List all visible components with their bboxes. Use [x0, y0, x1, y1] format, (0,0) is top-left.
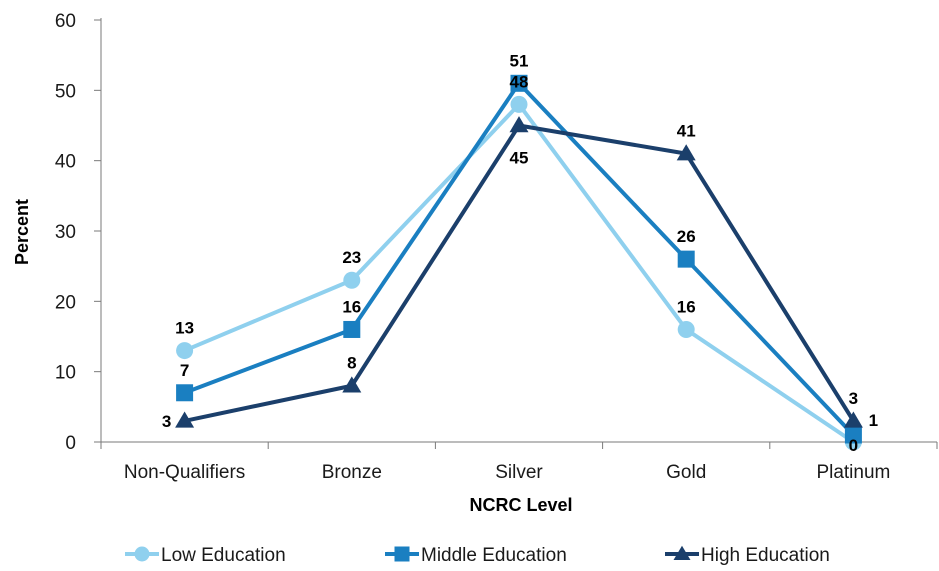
data-point — [343, 271, 361, 289]
data-label: 45 — [510, 149, 529, 168]
data-point — [176, 342, 194, 360]
y-axis-title: Percent — [12, 199, 32, 265]
x-axis: Non-Qualifiers Bronze Silver Gold Platinum — [100, 441, 938, 483]
series-middle-education — [176, 74, 862, 444]
x-tick-label: Silver — [495, 462, 543, 483]
data-label: 13 — [175, 319, 194, 338]
legend-item: High Education — [665, 545, 830, 566]
legend-label: Middle Education — [421, 545, 567, 566]
x-tick-label: Platinum — [816, 462, 890, 483]
legend-marker — [134, 546, 150, 562]
data-label: 26 — [677, 227, 696, 246]
data-label: 3 — [162, 412, 171, 431]
y-axis: 0 10 20 30 40 50 60 — [55, 11, 102, 454]
x-axis-title: NCRC Level — [469, 495, 572, 515]
y-tick-label: 20 — [55, 292, 76, 313]
data-label: 8 — [347, 354, 356, 373]
y-tick-label: 60 — [55, 11, 76, 32]
data-label: 16 — [677, 297, 696, 316]
data-point — [844, 426, 862, 444]
data-label: 1 — [869, 411, 878, 430]
data-point — [509, 116, 529, 133]
legend-marker — [394, 546, 410, 562]
data-point — [843, 411, 863, 428]
data-point — [343, 320, 361, 338]
data-point — [677, 320, 695, 338]
x-tick-label: Bronze — [322, 462, 382, 483]
legend-item: Middle Education — [385, 545, 567, 566]
data-point — [676, 144, 696, 161]
data-point — [510, 95, 528, 113]
data-point — [176, 384, 194, 402]
legend-item: Low Education — [125, 545, 286, 566]
data-label: 3 — [849, 389, 858, 408]
data-label: 23 — [342, 248, 361, 267]
y-tick-label: 0 — [65, 433, 76, 454]
y-tick-label: 50 — [55, 81, 76, 102]
data-point — [342, 376, 362, 393]
y-tick-label: 40 — [55, 152, 76, 173]
series-high-education — [175, 116, 863, 428]
data-point — [510, 74, 528, 92]
data-label: 41 — [677, 122, 696, 141]
data-label: 48 — [510, 72, 529, 91]
legend-marker — [673, 545, 691, 560]
y-tick-label: 10 — [55, 363, 76, 384]
data-label: 51 — [510, 51, 529, 70]
legend: Low Education Middle Education High Educat… — [125, 545, 830, 566]
series-layer — [175, 74, 863, 451]
data-label: 7 — [180, 361, 189, 380]
y-tick-label: 30 — [55, 222, 76, 243]
legend-label: Low Education — [161, 545, 286, 566]
x-tick-label: Non-Qualifiers — [124, 462, 245, 483]
data-point — [175, 411, 195, 428]
x-tick-label: Gold — [666, 462, 706, 483]
data-point — [677, 250, 695, 268]
data-label: 16 — [342, 297, 361, 316]
legend-label: High Education — [701, 545, 830, 566]
data-label: 0 — [849, 436, 858, 455]
